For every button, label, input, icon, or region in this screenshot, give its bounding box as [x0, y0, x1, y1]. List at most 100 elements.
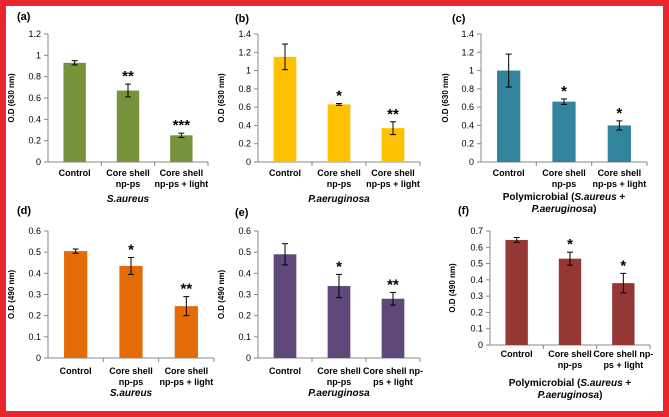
y-tick-label: 0.6 [461, 102, 474, 112]
y-tick-label: 1.4 [238, 29, 251, 39]
panel-label: (b) [235, 13, 249, 25]
bar [381, 128, 405, 162]
x-axis-title: Polymicrobial (S.aureus + [503, 192, 626, 203]
x-category-label: np-ps + light [154, 179, 208, 189]
y-tick-label: 0.2 [238, 139, 251, 149]
bar [558, 258, 582, 345]
y-tick-label: 1.4 [461, 29, 474, 39]
panel-label: (d) [17, 205, 31, 217]
bar [63, 62, 86, 162]
x-category-label: Core shell [371, 168, 415, 178]
x-category-label: Core shell np- [593, 349, 653, 359]
y-tick-label: 0.4 [470, 275, 483, 285]
x-axis-title-part: S.aureus [580, 378, 623, 389]
y-tick-label: 0.2 [470, 307, 483, 317]
y-tick-label: 1 [246, 66, 251, 76]
x-category-label: np-ps [327, 377, 352, 387]
significance-marker: ** [387, 276, 399, 293]
x-category-label: np-ps + light [159, 377, 213, 387]
x-category-label: Core shell [160, 168, 204, 178]
y-tick-label: 0.2 [238, 311, 251, 321]
x-category-label: Control [269, 168, 301, 178]
y-tick-label: 0.6 [28, 226, 41, 236]
x-category-label: Control [501, 349, 533, 359]
bar [170, 135, 193, 162]
y-tick-label: 0.5 [28, 247, 41, 257]
bar [174, 306, 198, 358]
y-axis-label: O.D (630 nm) [441, 73, 450, 123]
chart-panel-e: (e) 0 0.1 0.2 0.3 0.4 0.5 0.6 O.D (490 nm) Contro… [217, 207, 423, 399]
x-axis-title-part: ) [599, 390, 602, 401]
x-category-label: Core shell [317, 366, 361, 376]
y-tick-label: 0 [246, 353, 251, 363]
y-tick-label: 0.1 [28, 332, 41, 342]
bar [381, 298, 405, 358]
y-axis-label: O.D (490 nm) [7, 269, 16, 319]
y-axis-label: O.D (490 nm) [448, 263, 457, 313]
bar [273, 56, 297, 162]
significance-marker: ** [122, 68, 134, 85]
x-category-label: np-ps [552, 179, 577, 189]
x-axis-title-part: P.aeruginosa [532, 204, 594, 215]
significance-marker: * [567, 236, 573, 253]
y-axis-label: O.D (490 nm) [217, 269, 226, 319]
bar [119, 265, 143, 358]
x-category-label: Core shell [165, 366, 209, 376]
significance-marker: * [336, 258, 342, 275]
y-tick-label: 0 [36, 157, 41, 167]
x-category-label: ps + light [603, 360, 643, 370]
x-category-label: Control [269, 366, 301, 376]
y-tick-label: 0.2 [28, 311, 41, 321]
x-axis-title: S.aureus [110, 388, 153, 399]
x-axis-title-part: S.aureus [107, 194, 150, 205]
x-category-label: np-ps [327, 179, 352, 189]
x-category-label: Core shell [109, 366, 153, 376]
y-tick-label: 0.2 [461, 139, 474, 149]
y-tick-label: 0.4 [28, 114, 41, 124]
bar [612, 283, 635, 345]
y-tick-label: 0.6 [470, 242, 483, 252]
chart-panel-b: (b) 0 0.2 0.4 0.6 0.8 1 1.2 1.4 O.D (630 nm) Contr… [217, 13, 421, 205]
significance-marker: * [336, 87, 342, 104]
y-axis-label: O.D (630 nm) [217, 73, 226, 123]
y-tick-label: 0.4 [238, 120, 251, 130]
x-category-label: Core shell [548, 349, 592, 359]
y-tick-label: 0 [469, 157, 474, 167]
x-axis-title: P.aeruginosa [308, 388, 370, 399]
significance-marker: *** [173, 117, 191, 134]
bar [116, 90, 140, 162]
x-category-label: ps + light [373, 377, 413, 387]
significance-marker: ** [180, 281, 192, 298]
bar [552, 101, 576, 162]
x-category-label: Control [59, 168, 91, 178]
x-axis-title-part: P.aeruginosa [308, 194, 370, 205]
y-tick-label: 0.4 [28, 268, 41, 278]
panel-label: (f) [458, 205, 469, 217]
significance-marker: * [616, 105, 622, 122]
x-axis-title-part: + [617, 192, 626, 203]
y-tick-label: 0.3 [238, 290, 251, 300]
x-category-label: np-ps + light [592, 179, 646, 189]
y-tick-label: 0.8 [461, 84, 474, 94]
y-axis-label: O.D (630 nm) [7, 73, 16, 123]
x-category-label: Core shell [542, 168, 586, 178]
chart-panel-c: (c) 0 0.2 0.4 0.6 0.8 1 1.2 1.4 O.D (630 nm) Contr… [441, 13, 648, 215]
y-tick-label: 1.2 [238, 47, 251, 57]
x-axis-title-part: ) [593, 204, 596, 215]
panel-label: (a) [17, 11, 31, 23]
y-tick-label: 0.2 [28, 136, 41, 146]
y-tick-label: 0.6 [238, 226, 251, 236]
y-tick-label: 0.3 [470, 291, 483, 301]
x-category-label: Core shell [106, 168, 150, 178]
panel-label: (c) [452, 13, 466, 25]
panel-label: (e) [235, 207, 249, 219]
x-axis-title-part: P.aeruginosa [308, 388, 370, 399]
x-category-label: np-ps [116, 179, 141, 189]
y-tick-label: 1.2 [461, 47, 474, 57]
x-category-label: np-ps [119, 377, 144, 387]
bar [327, 104, 351, 162]
x-axis-title: Polymicrobial (S.aureus + [509, 378, 632, 389]
x-axis-title-part: P.aeruginosa [538, 390, 600, 401]
